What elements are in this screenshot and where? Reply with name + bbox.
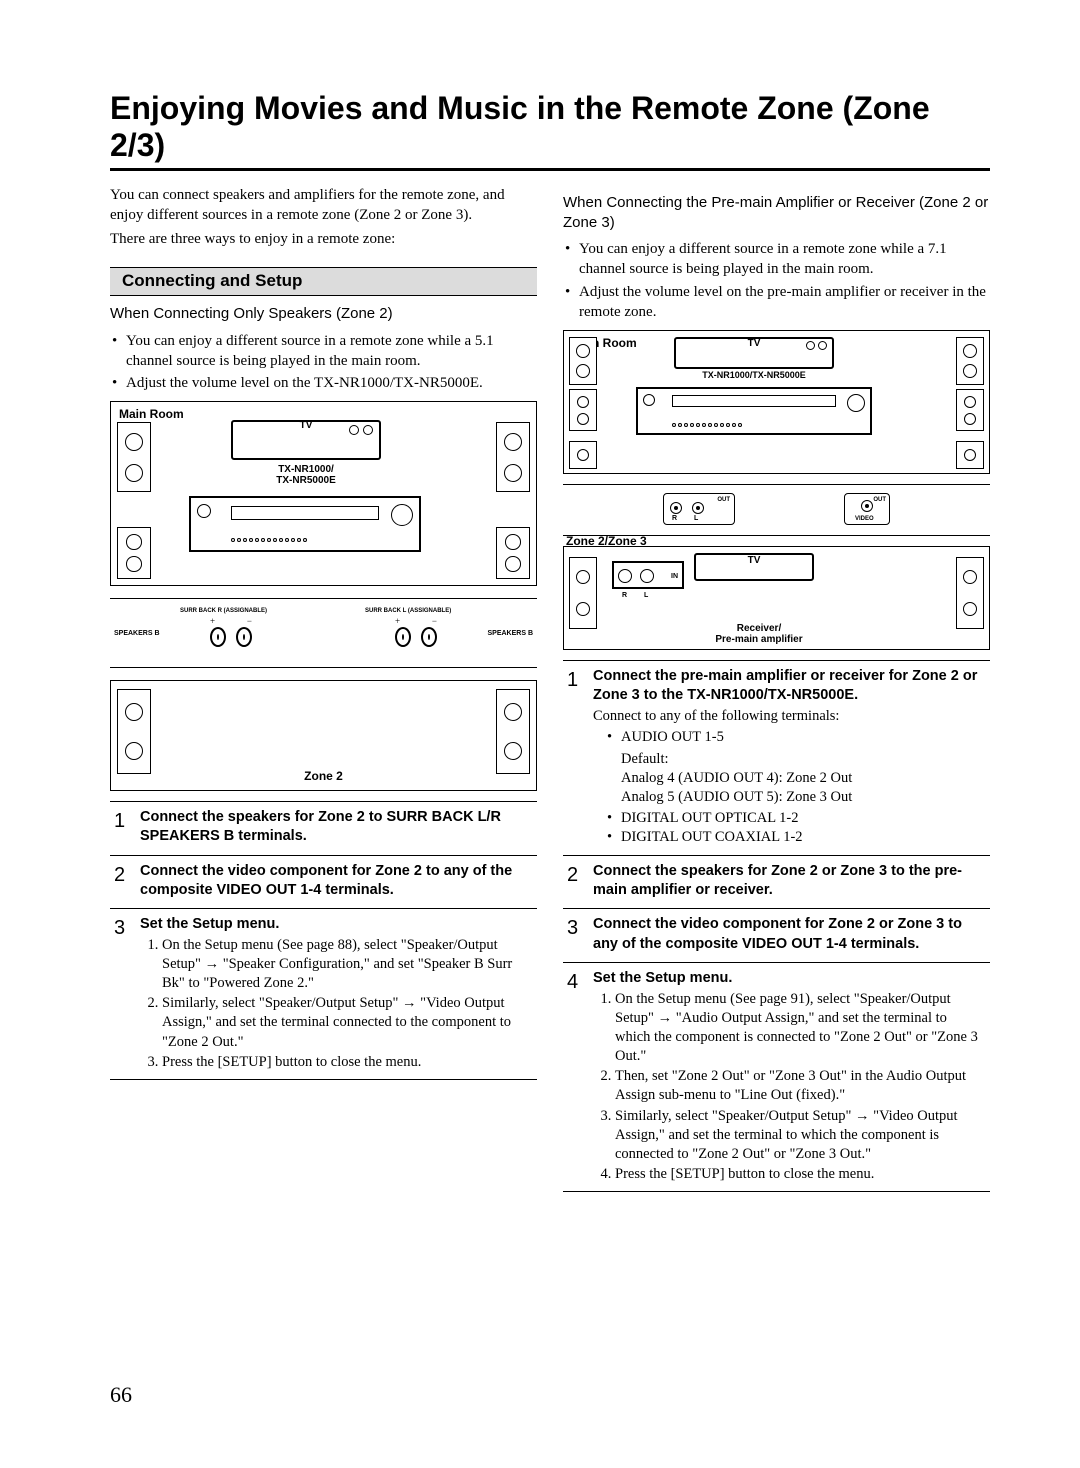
step-row: 3 Set the Setup menu. On the Setup menu … (110, 908, 537, 1079)
left-subhead: When Connecting Only Speakers (Zone 2) (110, 304, 537, 324)
left-steps-table: 1 Connect the speakers for Zone 2 to SUR… (110, 801, 537, 1080)
step-row: 2 Connect the video component for Zone 2… (110, 855, 537, 908)
r-label: R (622, 591, 627, 600)
right-column: When Connecting the Pre-main Amplifier o… (563, 185, 990, 1193)
left-bullets: You can enjoy a different source in a re… (110, 331, 537, 394)
right-steps-table: 1 Connect the pre-main amplifier or rece… (563, 660, 990, 1192)
step-ol: On the Setup menu (See page 91), select … (593, 990, 984, 1184)
receiver-label: Receiver/ Pre-main amplifier (684, 623, 834, 645)
right-subhead: When Connecting the Pre-main Amplifier o… (563, 193, 990, 234)
step-row: 1 Connect the speakers for Zone 2 to SUR… (110, 802, 537, 854)
step-bold: Set the Setup menu. (140, 915, 531, 934)
ol-item: Similarly, select "Speaker/Output Setup"… (162, 994, 531, 1051)
ol-item: Press the [SETUP] button to close the me… (162, 1053, 531, 1072)
surr-r-label: SURR BACK R (ASSIGNABLE) (180, 607, 252, 615)
step-row: 4 Set the Setup menu. On the Setup menu … (563, 962, 990, 1191)
bullet-item: You can enjoy a different source in a re… (563, 239, 990, 280)
step-bold: Connect the video component for Zone 2 o… (593, 915, 984, 953)
step-ol: On the Setup menu (See page 88), select … (140, 936, 531, 1072)
step-bold: Set the Setup menu. (593, 969, 984, 988)
tv-label-z: TV (696, 555, 812, 566)
intro-p1: You can connect speakers and amplifiers … (110, 185, 537, 226)
indent-line: Analog 4 (AUDIO OUT 4): Zone 2 Out (593, 769, 984, 788)
bullet-item: Adjust the volume level on the TX-NR1000… (110, 373, 537, 393)
bullet-item: You can enjoy a different source in a re… (110, 331, 537, 372)
mini-list: AUDIO OUT 1-5 (593, 728, 984, 747)
step-bold: Connect the speakers for Zone 2 or Zone … (593, 862, 984, 900)
ol-item: On the Setup menu (See page 88), select … (162, 936, 531, 993)
step-number: 3 (563, 909, 591, 961)
ol-item: On the Setup menu (See page 91), select … (615, 990, 984, 1067)
step-bold: Connect the speakers for Zone 2 to SURR … (140, 808, 531, 846)
out-label: OUT (717, 496, 730, 504)
section-heading: Connecting and Setup (110, 267, 537, 296)
ol-item: Then, set "Zone 2 Out" or "Zone 3 Out" i… (615, 1067, 984, 1105)
indent-line: Default: (593, 750, 984, 769)
in-label: IN (671, 572, 678, 581)
right-bullets: You can enjoy a different source in a re… (563, 239, 990, 322)
step-number: 1 (563, 661, 591, 855)
zone-label-r: Zone 2/Zone 3 (566, 533, 647, 549)
step-row: 1 Connect the pre-main amplifier or rece… (563, 661, 990, 855)
step-bold: Connect the pre-main amplifier or receiv… (593, 667, 984, 705)
mini-list: DIGITAL OUT OPTICAL 1-2 DIGITAL OUT COAX… (593, 809, 984, 847)
l-label: L (644, 591, 648, 600)
step-bold: Connect the video component for Zone 2 t… (140, 862, 531, 900)
manual-page: Enjoying Movies and Music in the Remote … (0, 0, 1080, 1468)
step-number: 4 (563, 963, 591, 1191)
main-room-label: Main Room (119, 406, 184, 422)
video-label: VIDEO (855, 515, 874, 523)
step-number: 2 (110, 856, 138, 908)
step-row: 2 Connect the speakers for Zone 2 or Zon… (563, 855, 990, 908)
model-label: TX-NR1000/ TX-NR5000E (231, 464, 381, 486)
zone2-label: Zone 2 (111, 768, 536, 784)
ol-item: Similarly, select "Speaker/Output Setup"… (615, 1107, 984, 1164)
surr-l-label: SURR BACK L (ASSIGNABLE) (365, 607, 437, 615)
bullet-item: Adjust the volume level on the pre-main … (563, 282, 990, 323)
title-block: Enjoying Movies and Music in the Remote … (110, 90, 990, 171)
step-plain: Connect to any of the following terminal… (593, 708, 839, 724)
mini-item: AUDIO OUT 1-5 (607, 728, 984, 747)
speakers-b-label-l: SPEAKERS B (114, 629, 160, 638)
step-row: 3 Connect the video component for Zone 2… (563, 908, 990, 961)
speakers-b-label-r: SPEAKERS B (487, 629, 533, 638)
mini-item: DIGITAL OUT COAXIAL 1-2 (607, 828, 984, 847)
step-number: 3 (110, 909, 138, 1079)
model-label-r: TX-NR1000/TX-NR5000E (674, 371, 834, 381)
out-label2: OUT (873, 496, 886, 504)
rca-panel: R L OUT VIDEO OUT (563, 484, 990, 536)
intro-p2: There are three ways to enjoy in a remot… (110, 229, 537, 249)
right-diagram: Main Room TV TX-NR1000/TX-NR5000E (563, 330, 990, 650)
speaker-terminals-panel: SPEAKERS B SPEAKERS B SURR BACK R (ASSIG… (110, 598, 537, 668)
ol-item: Press the [SETUP] button to close the me… (615, 1165, 984, 1184)
left-diagram: Main Room TV TX-NR1000/ TX-NR5000E (110, 401, 537, 791)
left-column: You can connect speakers and amplifiers … (110, 185, 537, 1193)
intro-text: You can connect speakers and amplifiers … (110, 185, 537, 250)
page-title: Enjoying Movies and Music in the Remote … (110, 90, 990, 164)
page-number: 66 (110, 1382, 132, 1408)
mini-item: DIGITAL OUT OPTICAL 1-2 (607, 809, 984, 828)
step-number: 1 (110, 802, 138, 854)
step-number: 2 (563, 856, 591, 908)
two-column-layout: You can connect speakers and amplifiers … (110, 185, 990, 1193)
indent-line: Analog 5 (AUDIO OUT 5): Zone 3 Out (593, 788, 984, 807)
